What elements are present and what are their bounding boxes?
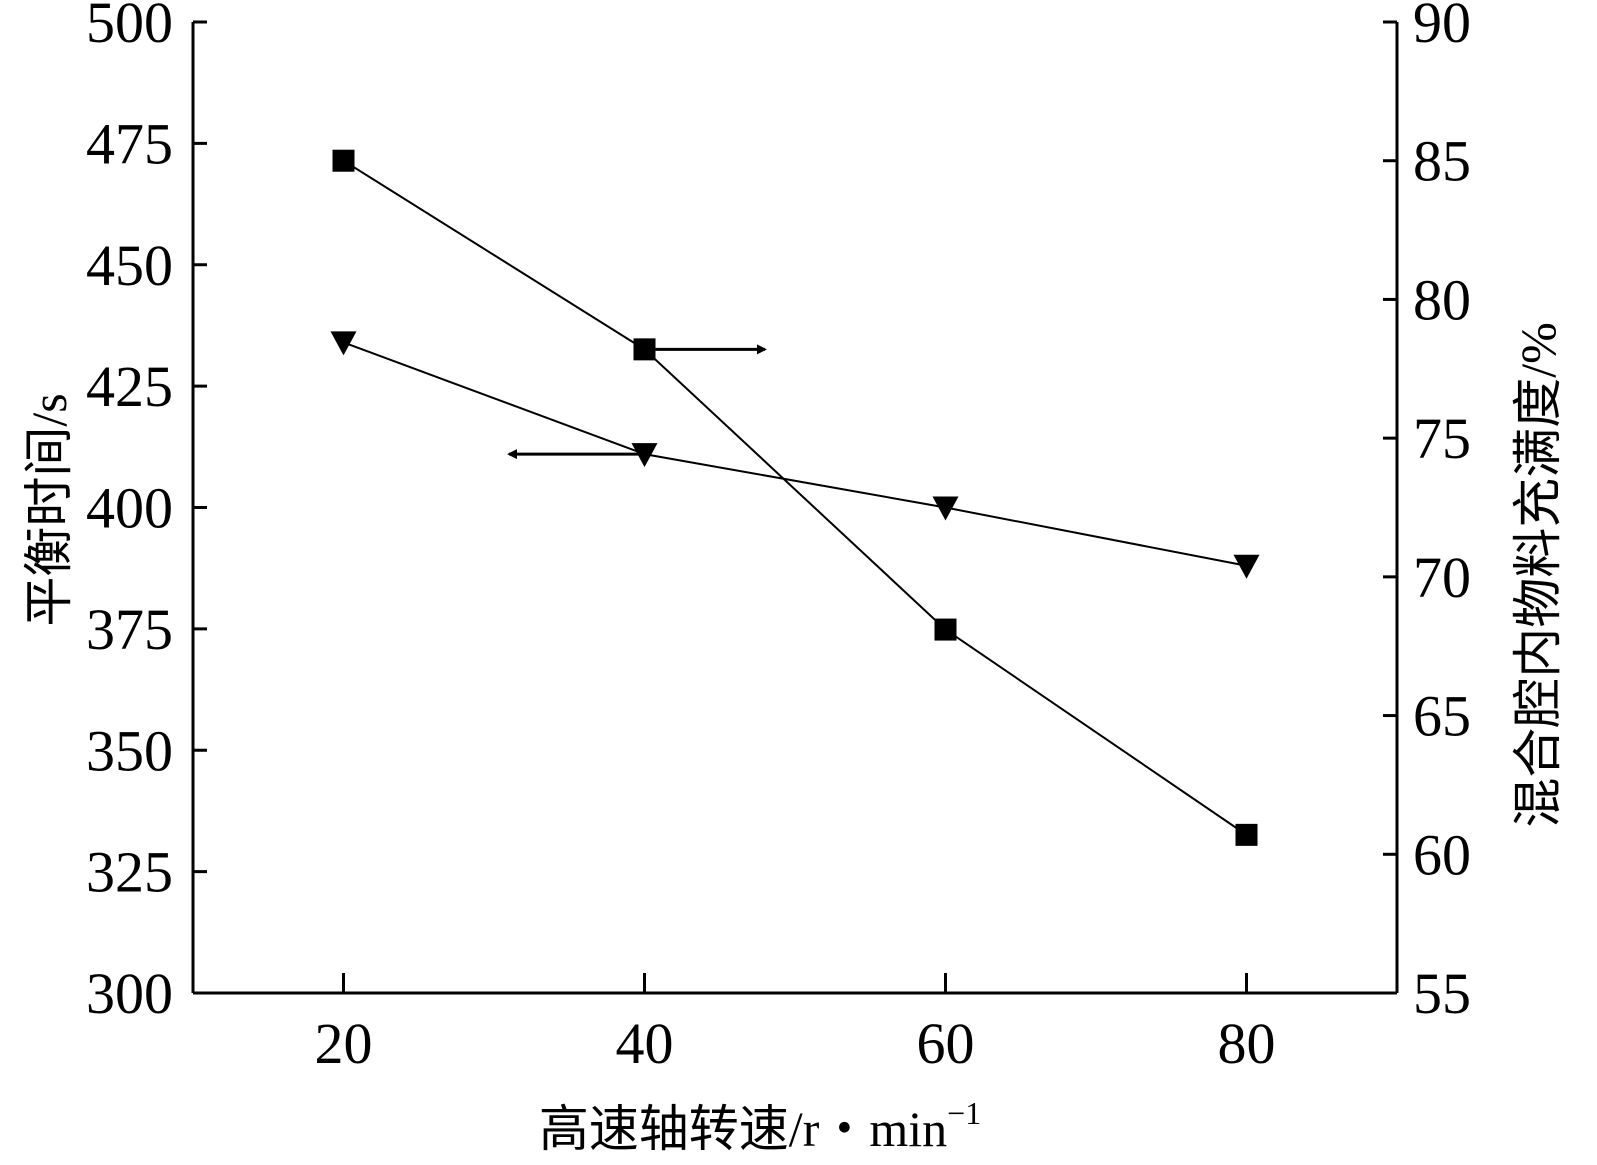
x-tick-label: 40 <box>616 1011 674 1076</box>
square-marker <box>1235 823 1258 846</box>
x-tick-label: 20 <box>315 1011 373 1076</box>
triangle-marker <box>330 331 357 356</box>
annotations-layer <box>507 344 767 460</box>
y-left-tick-label: 500 <box>86 0 173 55</box>
y-right-tick-label: 55 <box>1413 961 1471 1026</box>
y-right-tick-label: 80 <box>1413 267 1471 332</box>
y-left-tick-label: 300 <box>86 961 173 1026</box>
y-left-tick-label: 375 <box>86 597 173 662</box>
square-marker <box>934 618 957 641</box>
y-right-axis-title: 混合腔内物料充满度/% <box>1510 322 1566 828</box>
y-right-tick-label: 75 <box>1413 406 1471 471</box>
x-tick-label: 80 <box>1218 1011 1276 1076</box>
x-tick-label: 60 <box>917 1011 975 1076</box>
y-left-tick-label: 325 <box>86 840 173 905</box>
y-right-tick-label: 70 <box>1413 545 1471 610</box>
y-left-tick-label: 450 <box>86 233 173 298</box>
series-layer <box>342 159 1248 836</box>
x-axis-title: 高速轴转速/r・min−1 <box>539 1095 981 1157</box>
square-marker <box>332 149 355 172</box>
y-left-tick-label: 350 <box>86 718 173 783</box>
y-right-tick-label: 60 <box>1413 822 1471 887</box>
x-axis-title-superscript: −1 <box>947 1095 981 1131</box>
y-right-tick-label: 85 <box>1413 129 1471 194</box>
triangle-marker <box>1233 554 1260 579</box>
series-line-square <box>342 159 1248 836</box>
x-axis-title-main: 高速轴转速/r・min <box>539 1101 947 1157</box>
y-left-tick-label: 400 <box>86 476 173 541</box>
markers-layer <box>330 149 1260 846</box>
y-left-tick-label: 475 <box>86 111 173 176</box>
y-right-tick-label: 65 <box>1413 684 1471 749</box>
y-left-tick-label: 425 <box>86 354 173 419</box>
series-line-triangle <box>343 341 1247 567</box>
axes <box>191 22 1399 995</box>
triangle-marker <box>932 496 959 521</box>
y-left-axis-title: 平衡时间/s <box>21 393 77 626</box>
y-right-tick-label: 90 <box>1413 0 1471 55</box>
ticks: 300 325 350 375 400 425 450 475 500 55 60 65 70 75 80 8… <box>86 0 1471 1076</box>
